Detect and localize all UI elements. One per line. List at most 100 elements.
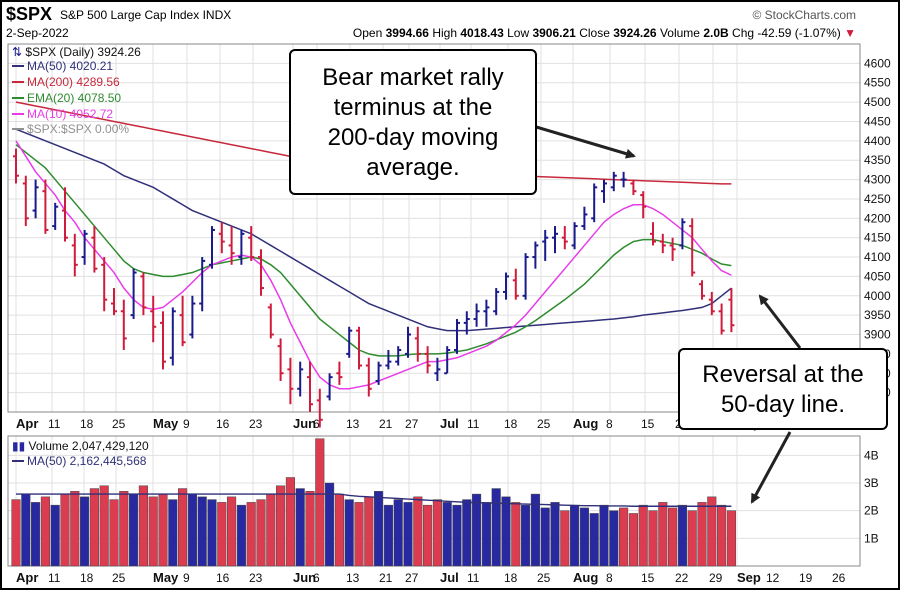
volume-bar (168, 499, 178, 567)
volume-bar (697, 502, 707, 567)
legend-vol-ma50: MA(50) 2,162,445,568 (27, 454, 147, 468)
volume-bar (11, 499, 21, 567)
volume-bar (217, 502, 227, 567)
volume-bar (403, 502, 413, 567)
price-x-tick-label: May (153, 416, 179, 431)
volume-bar (227, 496, 237, 567)
price-y-tick-label: 4100 (864, 250, 891, 264)
volume-bar (462, 499, 472, 567)
price-x-tick-label: 16 (216, 417, 230, 431)
price-x-tick-label: 8 (606, 417, 613, 431)
volume-bar (374, 491, 384, 567)
volume-bar (599, 504, 609, 567)
volume-bar (619, 507, 629, 567)
volume-bar (325, 482, 335, 567)
legend-volume-text: Volume 2,047,429,120 (29, 439, 149, 453)
price-y-tick-label: 4050 (864, 269, 891, 283)
volume-x-tick-label: 25 (537, 571, 551, 585)
volume-bar (481, 502, 491, 567)
volume-y-tick-label: 3B (864, 476, 879, 490)
volume-bar (521, 504, 531, 567)
volume-x-tick-label: 18 (80, 571, 94, 585)
volume-x-tick-label: 26 (832, 571, 846, 585)
volume-bar (707, 496, 717, 567)
price-x-tick-label: 21 (379, 417, 393, 431)
volume-x-tick-label: 16 (216, 571, 230, 585)
price-y-tick-label: 4550 (864, 76, 891, 90)
volume-y-tick-label: 2B (864, 504, 879, 518)
volume-bar (129, 493, 139, 567)
price-x-tick-label: Jun (293, 416, 316, 431)
volume-bar (256, 499, 266, 567)
candles (13, 148, 735, 428)
arrow-to-volume (750, 431, 792, 504)
volume-y-tick-label: 4B (864, 448, 879, 462)
volume-bar (530, 493, 540, 567)
volume-bar (119, 491, 129, 567)
chg-down-icon: ▼ (844, 26, 856, 40)
volume-x-tick-label: 23 (249, 571, 263, 585)
volume-bar (158, 493, 168, 567)
callout-ma200-line: terminus at the (333, 94, 493, 121)
volume-bar (364, 496, 374, 567)
legend-volume: ▮▮ Volume 2,047,429,120 (12, 439, 149, 453)
price-x-tick-label: 6 (313, 417, 320, 431)
price-x-tick-label: 25 (112, 417, 126, 431)
price-x-tick-label: Apr (16, 416, 38, 431)
volume-x-tick-label: 8 (606, 571, 613, 585)
volume-bar (207, 499, 217, 567)
volume-x-tick-label: 11 (48, 571, 61, 585)
volume-bar (589, 513, 599, 567)
exchange-label: INDX (202, 8, 232, 22)
price-y-tick-label: 3900 (864, 328, 891, 342)
volume-value: 2.0B (703, 26, 729, 40)
price-x-tick-label: 23 (249, 417, 263, 431)
volume-bar (285, 477, 295, 567)
callout-ma200-line: 200-day moving (327, 124, 499, 151)
price-y-tick-label: 4000 (864, 289, 891, 303)
arrow-to-ma200 (532, 124, 636, 159)
price-x-tick-label: 13 (346, 417, 360, 431)
volume-bar (658, 502, 668, 567)
volume-x-tick-label: Apr (16, 570, 38, 585)
price-panel-border (7, 43, 861, 413)
high-label: High (432, 26, 458, 40)
legend-price: ⇅ $SPX (Daily) 3924.26 (12, 45, 141, 59)
price-x-tick-label: 9 (183, 417, 190, 431)
price-x-tick-label: 18 (504, 417, 518, 431)
volume-bar (354, 502, 364, 567)
price-x-tick-label: 11 (467, 417, 480, 431)
volume-bar (687, 510, 697, 567)
ticker-symbol: $SPX (6, 4, 53, 24)
volume-x-tick-label: 13 (346, 571, 360, 585)
volume-x-tick-label: 9 (183, 571, 190, 585)
volume-bar (717, 504, 727, 567)
legend-ratio: $SPX:$SPX 0.00% (27, 122, 129, 136)
legend-price-icon: ⇅ (12, 45, 25, 59)
price-y-tick-label: 4500 (864, 95, 891, 109)
ma10-line (15, 140, 732, 390)
volume-bar (80, 496, 90, 567)
volume-bar (628, 513, 638, 567)
volume-x-tick-label: 29 (709, 571, 723, 585)
close-value: 3924.26 (613, 26, 657, 40)
ma50-line (15, 128, 732, 332)
volume-bar (21, 493, 31, 567)
price-x-tick-label: Jul (440, 416, 459, 431)
legend-ma200: MA(200) 4289.56 (27, 75, 120, 89)
volume-bar (60, 493, 70, 567)
volume-bar (472, 493, 482, 567)
price-y-tick-label: 3950 (864, 308, 891, 322)
volume-bar (668, 507, 678, 567)
volume-bar (393, 499, 403, 567)
volume-bar (315, 438, 325, 567)
volume-x-tick-label: 12 (766, 571, 780, 585)
volume-bar (295, 488, 305, 567)
callout-ma50-line: Reversal at the (702, 361, 864, 388)
high-value: 4018.43 (460, 26, 504, 40)
volume-x-tick-label: 11 (467, 571, 480, 585)
volume-bar (648, 510, 658, 567)
volume-x-tick-label: Jul (440, 570, 459, 585)
